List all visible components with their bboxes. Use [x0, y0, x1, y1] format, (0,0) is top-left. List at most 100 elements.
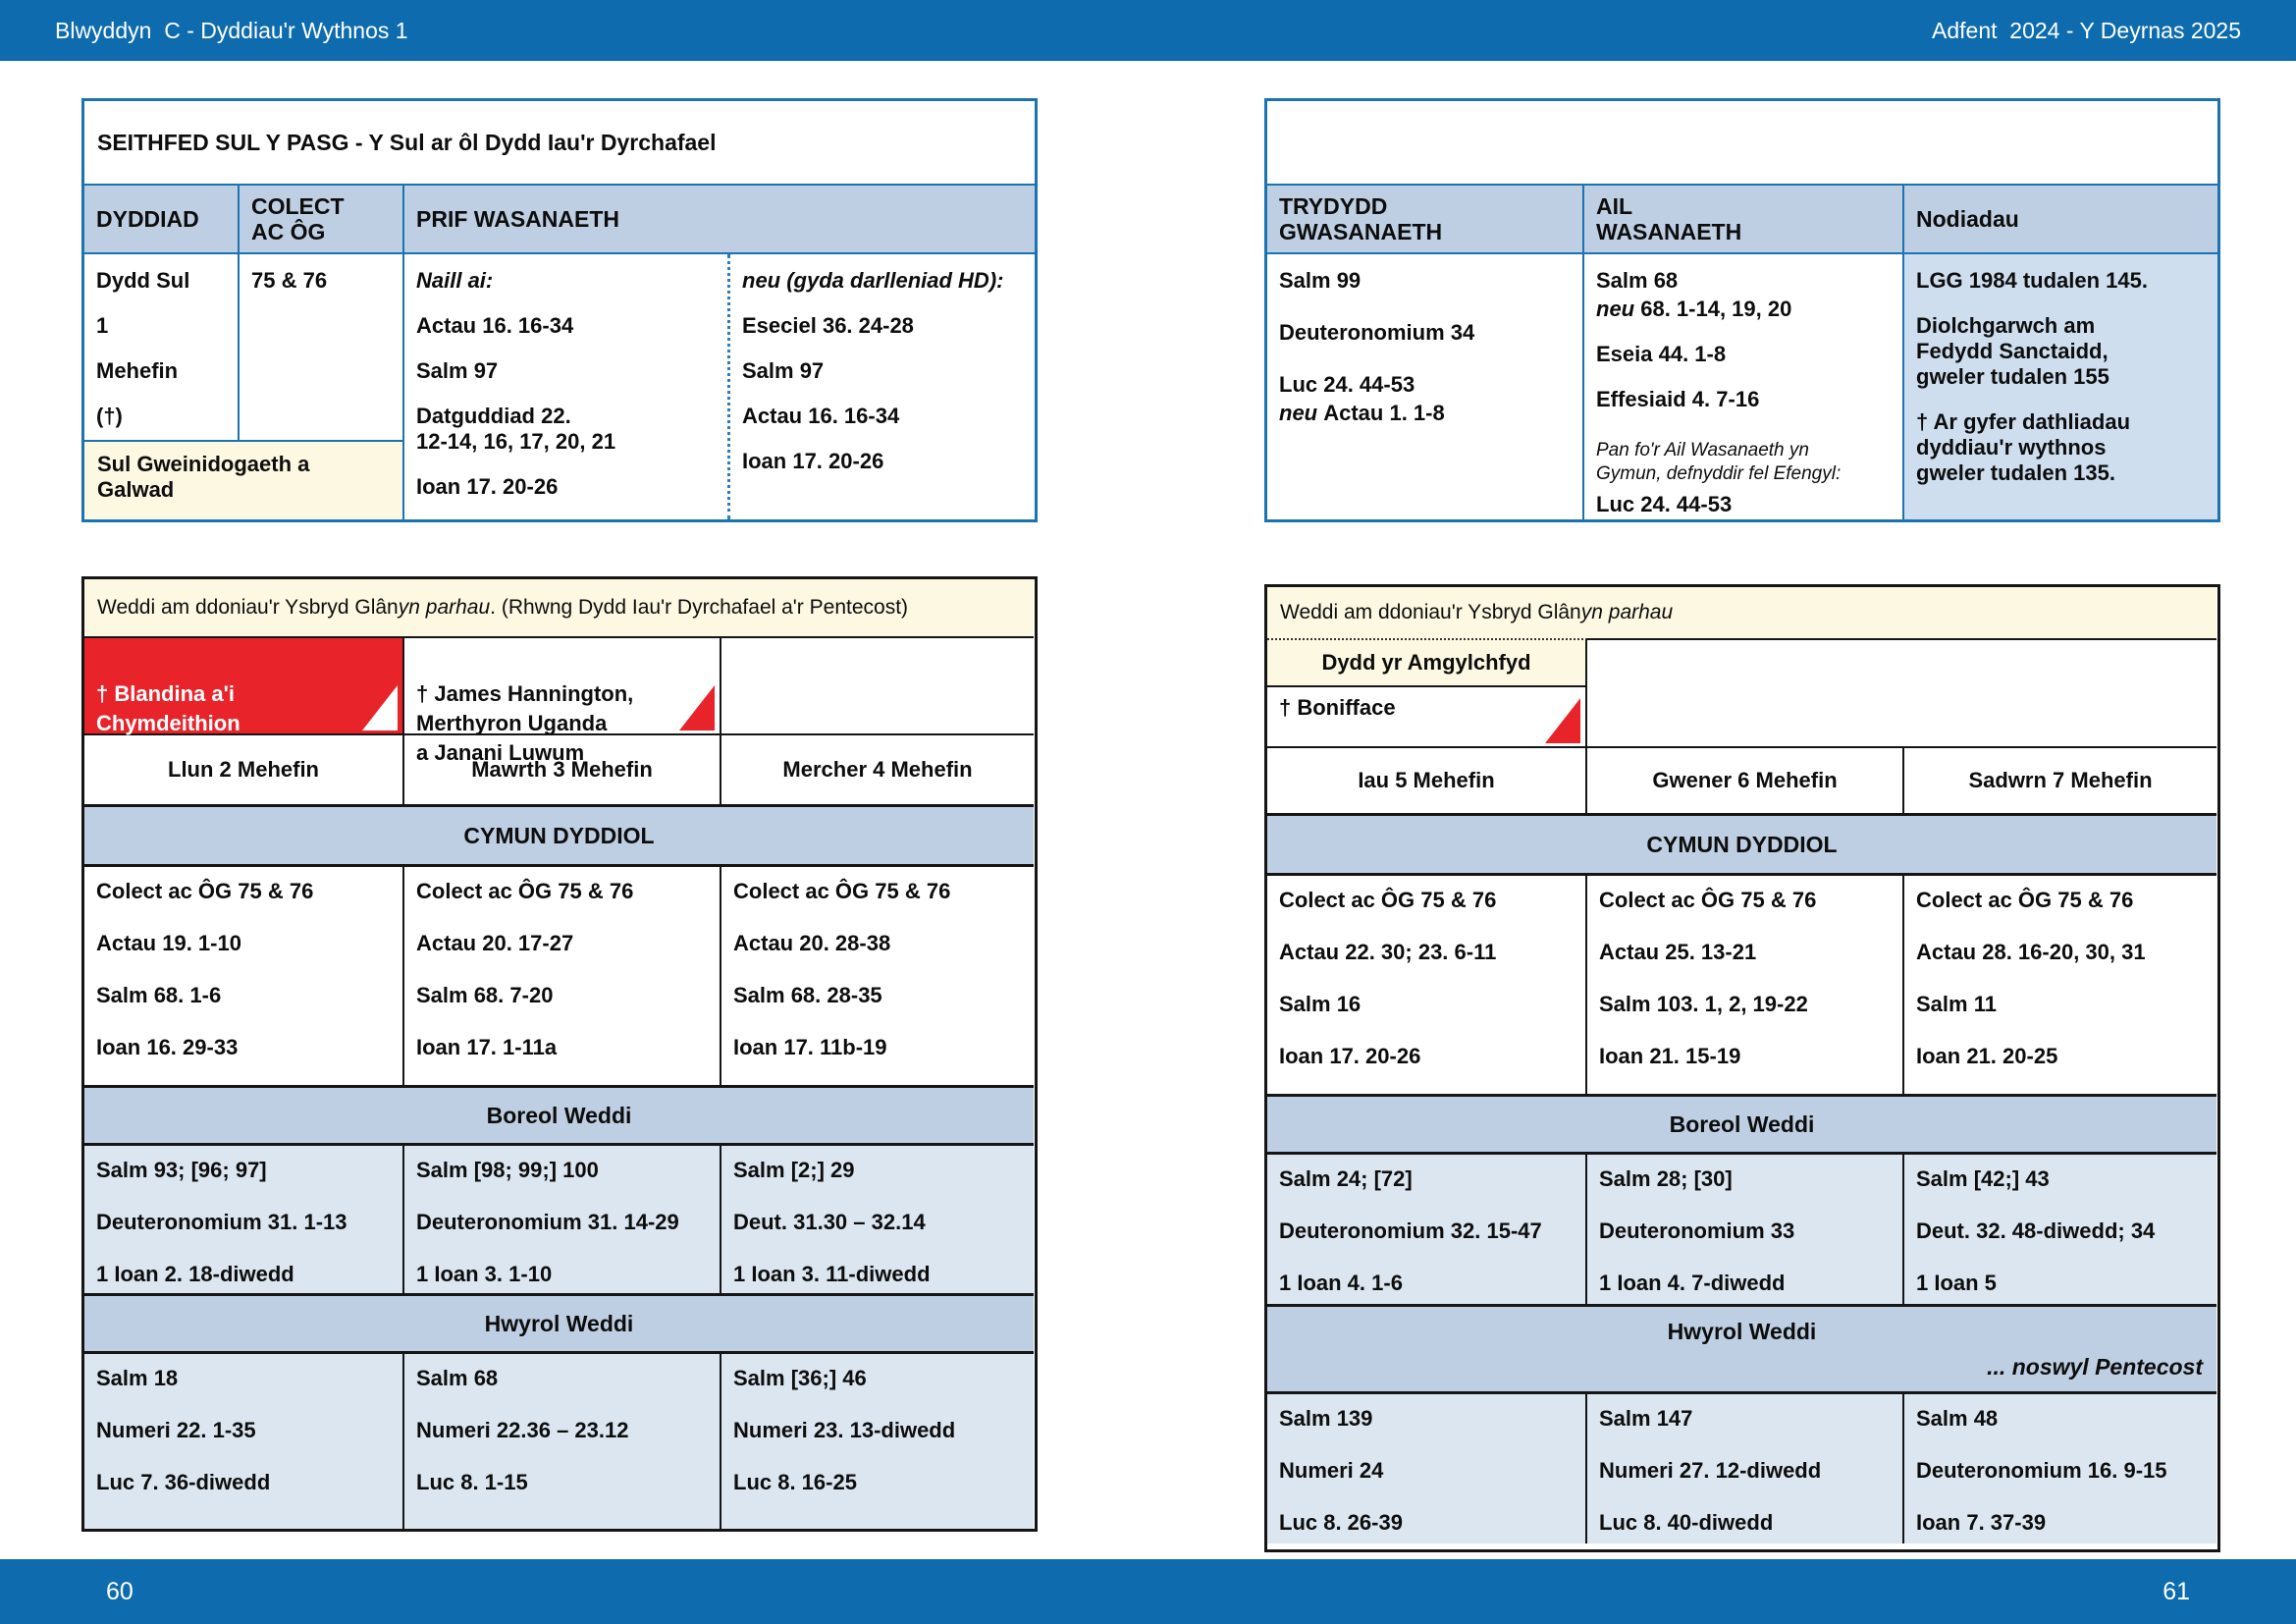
cymun-cell-friday: Colect ac ÔG 75 & 76 Actau 25. 13-21 Sal… [1587, 876, 1904, 1094]
hwyrol-cell-monday: Salm 18 Numeri 22. 1-35 Luc 7. 36-diwedd [84, 1354, 404, 1529]
reading-line: Actau 20. 28-38 [733, 931, 891, 955]
section-band-boreol: Boreol Weddi [84, 1085, 1034, 1146]
reading-line: Salm 93; [96; 97] [96, 1158, 267, 1182]
reading-line: Luc 7. 36-diwedd [96, 1470, 271, 1494]
reading-line: Actau 22. 30; 23. 6-11 [1279, 940, 1497, 964]
reading-line: Salm 68. 28-35 [733, 983, 882, 1007]
sunday-title-text: SEITHFED SUL Y PASG - Y Sul ar ôl Dydd I… [97, 130, 717, 155]
reading-line: Eseia 44. 1-8 [1596, 342, 1727, 366]
reading-line: 1 Ioan 5 [1916, 1271, 1997, 1295]
reading-line-alternative: neu Actau 1. 1-8 [1279, 401, 1571, 426]
commemoration-empty-cell [721, 638, 1034, 735]
reading-line: Deuteronomium 31. 1-13 [96, 1210, 347, 1234]
option-b-heading: neu (gyda darlleniad HD): [742, 268, 1004, 293]
section-band-cymun: CYMUN DYDDIOL [84, 804, 1034, 867]
reading-line: Colect ac ÔG 75 & 76 [1279, 888, 1497, 912]
reading-line: 1 Ioan 3. 1-10 [416, 1262, 553, 1286]
sunday-readings-table: SEITHFED SUL Y PASG - Y Sul ar ôl Dydd I… [81, 98, 1038, 522]
banner-text: Weddi am ddoniau'r Ysbryd Glân [97, 596, 399, 619]
note-paragraph: LGG 1984 tudalen 145. [1916, 268, 2148, 293]
reading-line: Eseciel 36. 24-28 [742, 313, 914, 338]
banner-text-after: . (Rhwng Dydd Iau'r Dyrchafael a'r Pente… [490, 596, 909, 619]
page-footer-bar: 60 61 [0, 1559, 2296, 1624]
weekday-table-right: Weddi am ddoniau'r Ysbryd Glân yn parhau… [1264, 584, 2220, 1552]
reading-line: Luc 8. 40-diwedd [1599, 1510, 1774, 1535]
reading-line: Numeri 24 [1279, 1458, 1384, 1483]
day-header-tuesday: Mawrth 3 Mehefin [404, 735, 721, 804]
reading-line: Ioan 17. 20-26 [742, 449, 884, 473]
day-header-thursday: Iau 5 Mehefin [1267, 748, 1587, 813]
reading-line-alternative: neu 68. 1-14, 19, 20 [1596, 297, 1891, 322]
cymun-cell-tuesday: Colect ac ÔG 75 & 76 Actau 20. 17-27 Sal… [404, 867, 721, 1085]
column-header-dyddiad: DYDDIAD [84, 186, 240, 254]
hwyrol-cell-tuesday: Salm 68 Numeri 22.36 – 23.12 Luc 8. 1-15 [404, 1354, 721, 1529]
commemoration-flag-icon [1545, 698, 1580, 743]
reading-line: Deut. 31.30 – 32.14 [733, 1210, 926, 1234]
boreol-cell-tuesday: Salm [98; 99;] 100 Deuteronomium 31. 14-… [404, 1146, 721, 1293]
reading-line: Deuteronomium 33 [1599, 1218, 1795, 1243]
main-service-option-a: Naill ai: Actau 16. 16-34 Salm 97 Datgud… [404, 254, 727, 519]
reading-line: Numeri 22.36 – 23.12 [416, 1418, 629, 1442]
reading-line: Actau 16. 16-34 [742, 404, 900, 428]
reading-line: Actau 19. 1-10 [96, 931, 241, 955]
cymun-cell-saturday: Colect ac ÔG 75 & 76 Actau 28. 16-20, 30… [1904, 876, 2216, 1094]
section-band-hwyrol: Hwyrol Weddi ... noswyl Pentecost [1267, 1304, 2216, 1394]
reading-line: Numeri 22. 1-35 [96, 1418, 256, 1442]
reading-line: Luc 8. 16-25 [733, 1470, 857, 1494]
header-right-title: Adfent 2024 - Y Deyrnas 2025 [1932, 17, 2241, 43]
alternative-reading: Actau 1. 1-8 [1323, 401, 1445, 425]
reading-line: Actau 25. 13-21 [1599, 940, 1757, 964]
section-band-label: Hwyrol Weddi [1667, 1319, 1817, 1344]
column-header-ail: AIL WASANAETH [1584, 186, 1904, 254]
reading-line: Luc 8. 26-39 [1279, 1510, 1403, 1535]
column-header-nodiadau: Nodiadau [1904, 186, 2217, 254]
commemoration-text: † Bonifface [1279, 695, 1396, 720]
reading-line: Salm 48 [1916, 1406, 1999, 1431]
header-left-title: Blwyddyn C - Dyddiau'r Wythnos 1 [55, 17, 408, 43]
column-header-trydydd: TRYDYDD GWASANAETH [1267, 186, 1584, 254]
date-line: 1 [96, 313, 109, 338]
alternative-reading: 68. 1-14, 19, 20 [1640, 297, 1792, 321]
reading-line: Ioan 16. 29-33 [96, 1035, 239, 1059]
reading-line: Ioan 17. 20-26 [416, 474, 559, 499]
date-line: Mehefin [96, 358, 179, 383]
banner-text: Weddi am ddoniau'r Ysbryd Glân [1280, 601, 1581, 623]
reading-line: 1 Ioan 2. 18-diwedd [96, 1262, 294, 1286]
reading-line: 1 Ioan 4. 1-6 [1279, 1271, 1403, 1295]
commemoration-uganda-cell: † James Hannington, Merthyron Uganda a J… [404, 638, 721, 765]
reading-line: Ioan 21. 15-19 [1599, 1044, 1741, 1068]
banner-text-italic: yn parhau [398, 596, 491, 619]
reading-line: Ioan 17. 20-26 [1279, 1044, 1421, 1068]
page-header-bar: Blwyddyn C - Dyddiau'r Wythnos 1 Adfent … [0, 0, 2296, 61]
reading-line: Ioan 17. 1-11a [416, 1035, 558, 1059]
reading-line: Colect ac ÔG 75 & 76 [733, 879, 951, 903]
reading-line: Ioan 17. 11b-19 [733, 1035, 887, 1059]
day-header-friday: Gwener 6 Mehefin [1587, 748, 1904, 813]
reading-line: Luc 24. 44-53 [1279, 372, 1415, 397]
reading-line: Actau 20. 17-27 [416, 931, 574, 955]
reading-line: Salm 68 [416, 1366, 499, 1390]
reading-line: Actau 16. 16-34 [416, 313, 574, 338]
boreol-cell-friday: Salm 28; [30] Deuteronomium 33 1 Ioan 4.… [1587, 1155, 1904, 1304]
reading-line: Salm [42;] 43 [1916, 1166, 2050, 1191]
column-header-prif: PRIF WASANAETH [404, 186, 1035, 254]
environment-day-cell: Dydd yr Amgylchfyd [1267, 638, 1587, 687]
reading-line: Ioan 7. 37-39 [1916, 1510, 2047, 1535]
reading-line: Colect ac ÔG 75 & 76 [1916, 888, 2134, 912]
reading-line: Salm 103. 1, 2, 19-22 [1599, 992, 1808, 1016]
note-paragraph: Diolchgarwch am Fedydd Sanctaidd, gweler… [1916, 313, 2109, 389]
note-paragraph: † Ar gyfer dathliadau dyddiau'r wythnos … [1916, 409, 2131, 485]
column-header-colect: COLECT AC ÔG [240, 186, 404, 254]
cymun-cell-monday: Colect ac ÔG 75 & 76 Actau 19. 1-10 Salm… [84, 867, 404, 1085]
hwyrol-cell-thursday: Salm 139 Numeri 24 Luc 8. 26-39 [1267, 1394, 1587, 1543]
third-service-cell: Salm 99 Deuteronomium 34 Luc 24. 44-53 n… [1267, 254, 1584, 519]
boreol-cell-wednesday: Salm [2;] 29 Deut. 31.30 – 32.14 1 Ioan … [721, 1146, 1034, 1293]
boreol-cell-monday: Salm 93; [96; 97] Deuteronomium 31. 1-13… [84, 1146, 404, 1293]
sunday-table-title: SEITHFED SUL Y PASG - Y Sul ar ôl Dydd I… [84, 101, 1035, 186]
alternative-marker: neu [1279, 401, 1324, 425]
reading-line: Effesiaid 4. 7-16 [1596, 387, 1760, 411]
pentecost-eve-note: ... noswyl Pentecost [1987, 1354, 2203, 1380]
reading-line: Salm 24; [72] [1279, 1166, 1413, 1191]
services-table: TRYDYDD GWASANAETH AIL WASANAETH Nodiada… [1264, 98, 2220, 522]
reading-line: Colect ac ÔG 75 & 76 [96, 879, 314, 903]
